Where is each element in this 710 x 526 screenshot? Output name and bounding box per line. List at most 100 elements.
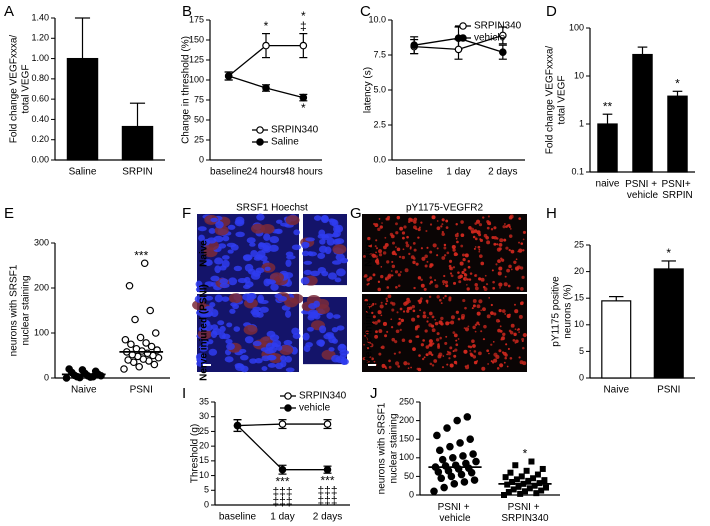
nucleus xyxy=(328,347,335,352)
stain-dot xyxy=(485,235,489,240)
stain-dot xyxy=(380,314,383,317)
stain-dot xyxy=(429,250,433,254)
stain-dot xyxy=(371,311,374,315)
stain-dot xyxy=(458,280,462,284)
nucleus xyxy=(204,305,214,312)
stain-dot xyxy=(473,247,476,250)
stain-dot xyxy=(390,318,393,321)
nucleus xyxy=(221,296,230,302)
stain-dot xyxy=(425,230,428,233)
nucleus xyxy=(254,357,263,364)
stain-dot xyxy=(452,248,456,252)
stain-dot xyxy=(501,309,506,313)
data-point xyxy=(62,374,71,382)
stain-dot xyxy=(436,220,439,222)
stain-dot xyxy=(498,349,502,353)
stain-dot xyxy=(437,354,442,359)
stain-dot xyxy=(512,338,516,342)
stain-dot xyxy=(426,246,429,249)
data-point xyxy=(523,467,530,474)
nucleus xyxy=(227,224,236,230)
data-point xyxy=(517,490,524,497)
panel-letter: C xyxy=(360,3,371,20)
nucleus xyxy=(268,346,277,354)
stain-dot xyxy=(445,284,449,288)
x-tick-label: PSNI + vehicle xyxy=(625,179,660,201)
y-tick-label: 30 xyxy=(199,411,209,421)
nucleus xyxy=(219,283,230,289)
stain-dot xyxy=(420,247,423,250)
stain-dot xyxy=(443,274,446,278)
stain-dot xyxy=(482,338,486,341)
stain-dot xyxy=(446,251,450,255)
panel-letter: I xyxy=(182,385,186,402)
nucleus xyxy=(251,310,261,318)
stain-dot xyxy=(492,280,495,284)
stain-dot xyxy=(371,253,377,258)
y-axis-label: nuclear staining xyxy=(389,413,400,483)
y-axis-label: neurons with SRSF1 xyxy=(377,402,388,494)
nucleus xyxy=(275,362,284,370)
stain-dot xyxy=(449,259,453,263)
stain-dot xyxy=(464,365,467,368)
data-point xyxy=(147,342,156,351)
nucleus xyxy=(235,231,245,238)
x-tick-label: Naive xyxy=(71,385,97,396)
x-tick-label: 1 day xyxy=(270,512,294,523)
stain-dot xyxy=(412,347,416,351)
stain-dot xyxy=(420,343,424,347)
stain-dot xyxy=(435,338,440,342)
stain-dot xyxy=(429,362,433,366)
stain-dot xyxy=(408,339,413,344)
y-axis-label: total VEGF xyxy=(557,76,568,125)
stain-dot xyxy=(522,332,527,338)
nucleus xyxy=(326,312,334,319)
stain-dot xyxy=(430,280,433,284)
stain-dot xyxy=(441,366,445,369)
nucleus xyxy=(283,339,293,346)
stain-dot xyxy=(401,338,406,343)
data-point xyxy=(530,475,537,482)
data-point xyxy=(437,474,446,483)
stain-dot xyxy=(520,287,524,291)
y-axis-label: Threshold (g) xyxy=(190,424,201,483)
stain-dot xyxy=(507,223,511,227)
stain-dot xyxy=(467,260,471,263)
nucleus xyxy=(310,270,320,277)
data-point xyxy=(224,72,233,80)
data-point xyxy=(124,356,132,364)
stain-dot xyxy=(364,298,368,303)
stain-dot xyxy=(415,227,418,231)
stain-dot xyxy=(391,337,396,342)
data-point xyxy=(120,365,128,373)
stain-dot xyxy=(386,300,389,303)
nucleus xyxy=(305,237,315,242)
stain-dot xyxy=(457,275,462,280)
y-tick-label: 75 xyxy=(194,94,204,104)
stain-dot xyxy=(454,252,457,256)
stain-dot xyxy=(403,225,407,229)
bar xyxy=(597,123,618,173)
stain-dot xyxy=(375,251,377,254)
stain-dot xyxy=(492,341,495,343)
nucleus xyxy=(229,308,236,314)
stain-dot xyxy=(386,330,389,333)
stain-dot xyxy=(402,248,405,251)
stain-dot xyxy=(402,310,406,313)
nucleus xyxy=(192,300,207,311)
row-label: Naive xyxy=(364,240,375,267)
data-point xyxy=(539,465,546,472)
stain-dot xyxy=(480,261,485,266)
stain-dot xyxy=(395,286,398,289)
nucleus xyxy=(225,338,233,345)
nucleus xyxy=(336,325,345,331)
legend-marker xyxy=(459,22,467,30)
nucleus xyxy=(244,276,251,284)
stain-dot xyxy=(385,302,388,305)
data-point xyxy=(525,477,532,484)
nucleus xyxy=(335,253,345,262)
stain-dot xyxy=(443,243,447,247)
stain-dot xyxy=(440,302,443,305)
stain-dot xyxy=(427,316,429,319)
data-point xyxy=(469,450,477,458)
